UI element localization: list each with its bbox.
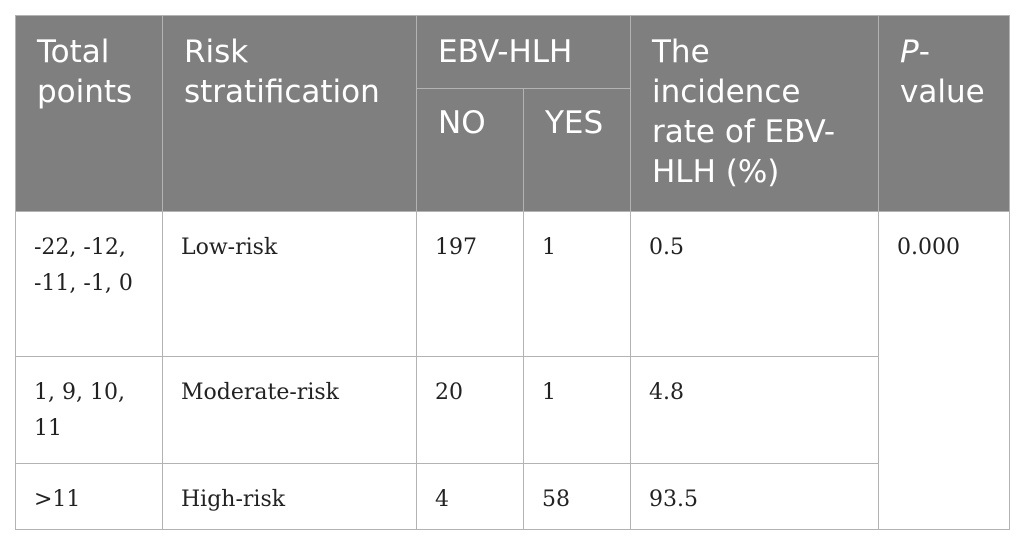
cell-p-value: 0.000	[878, 211, 1010, 530]
cell-incidence: 0.5	[630, 211, 879, 357]
cell-no: 4	[416, 463, 524, 530]
header-total-points: Total points	[15, 15, 163, 212]
cell-yes: 58	[523, 463, 631, 530]
cell-incidence: 93.5	[630, 463, 879, 530]
cell-total-points: -22, -12, -11, -1, 0	[15, 211, 163, 357]
header-ebv-hlh: EBV-HLH	[416, 15, 631, 89]
header-subrow: NO YES	[16, 88, 1010, 212]
header-risk-stratification: Risk stratification	[162, 15, 417, 212]
cell-incidence: 4.8	[630, 356, 879, 464]
table-row: >11 High-risk 4 58 93.5	[15, 463, 1010, 530]
cell-no: 197	[416, 211, 524, 357]
cell-risk: High-risk	[162, 463, 417, 530]
cell-risk: Moderate-risk	[162, 356, 417, 464]
cell-total-points: >11	[15, 463, 163, 530]
header-yes: YES	[523, 88, 631, 212]
risk-stratification-table: Total points Risk stratification EBV-HLH…	[15, 15, 1010, 530]
header-incidence-rate: The incidence rate of EBV-HLH (%)	[630, 15, 879, 212]
cell-yes: 1	[523, 211, 631, 357]
header-p-value: P-value	[878, 15, 1010, 212]
table-row: 1, 9, 10, 11 Moderate-risk 20 1 4.8	[15, 356, 1010, 464]
cell-risk: Low-risk	[162, 211, 417, 357]
cell-no: 20	[416, 356, 524, 464]
cell-total-points: 1, 9, 10, 11	[15, 356, 163, 464]
p-letter: P	[900, 34, 919, 70]
header-row: Total points Risk stratification EBV-HLH…	[15, 15, 1010, 212]
header-no: NO	[416, 88, 524, 212]
table-row: -22, -12, -11, -1, 0 Low-risk 197 1 0.5 …	[15, 211, 1010, 530]
cell-yes: 1	[523, 356, 631, 464]
p-suffix: -value	[900, 34, 985, 110]
